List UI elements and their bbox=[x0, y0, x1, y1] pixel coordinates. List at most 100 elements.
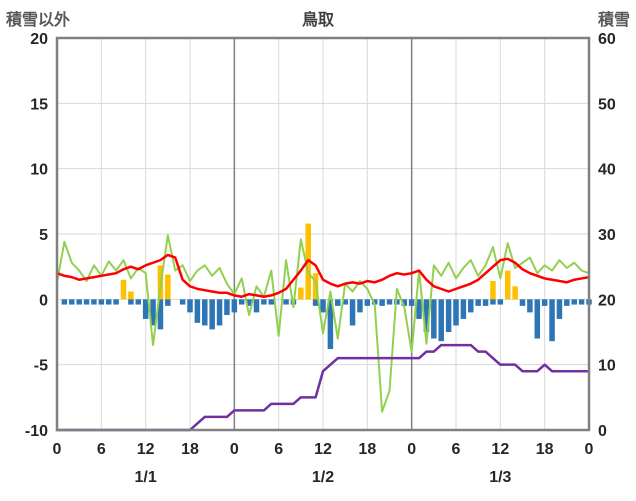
blue-bar-series-bar bbox=[379, 299, 385, 306]
hour-tick-label: 12 bbox=[314, 441, 332, 458]
left-axis-tick-label: 5 bbox=[39, 227, 48, 244]
blue-bar-series-bar bbox=[179, 299, 186, 305]
blue-bar-series-bar bbox=[268, 299, 275, 305]
blue-bar-series-bar bbox=[69, 299, 75, 305]
blue-bar-series-bar bbox=[312, 299, 319, 306]
left-axis-tick-label: 15 bbox=[30, 96, 48, 113]
blue-bar-series-bar bbox=[76, 299, 82, 305]
left-axis-tick-label: 10 bbox=[30, 162, 48, 179]
hour-tick-label: 12 bbox=[137, 441, 155, 458]
blue-bar-series-bar bbox=[453, 299, 459, 326]
gold-bar-series-bar bbox=[128, 291, 134, 300]
blue-bar-series-bar bbox=[91, 299, 97, 305]
blue-bar-series-bar bbox=[490, 299, 496, 305]
green-line-series bbox=[56, 234, 590, 413]
left-axis-tick-label: -5 bbox=[34, 358, 48, 375]
hour-tick-label: 18 bbox=[536, 441, 554, 458]
blue-bar-series-bar bbox=[534, 299, 541, 339]
blue-bar-series-bar bbox=[386, 299, 393, 305]
blue-bar-series-bar bbox=[342, 299, 348, 305]
day-label: 1/3 bbox=[489, 469, 511, 486]
blue-bar-series-bar bbox=[335, 299, 341, 306]
blue-bar-series-bar bbox=[105, 299, 112, 305]
gold-bar-series-bar bbox=[512, 286, 518, 300]
blue-bar-series-bar bbox=[216, 299, 223, 326]
hour-tick-label: 18 bbox=[181, 441, 199, 458]
blue-bar-series-bar bbox=[482, 299, 489, 306]
blue-bar-series-bar bbox=[135, 299, 142, 305]
blue-bar-series-bar bbox=[357, 299, 363, 313]
right-axis-tick-label: 20 bbox=[598, 292, 616, 309]
blue-bar-series-bar bbox=[157, 299, 164, 330]
blue-bar-series-bar bbox=[253, 299, 260, 313]
blue-bar-series-bar bbox=[142, 299, 149, 319]
blue-bar-series-bar bbox=[371, 299, 378, 305]
right-axis-tick-label: 60 bbox=[598, 31, 616, 48]
hour-tick-label: 0 bbox=[407, 441, 416, 458]
right-axis-tick-label: 50 bbox=[598, 96, 616, 113]
blue-bar-series-bar bbox=[475, 299, 481, 306]
hour-tick-label: 0 bbox=[53, 441, 62, 458]
hour-tick-label: 0 bbox=[230, 441, 239, 458]
right-axis-title: 積雪 bbox=[597, 12, 630, 29]
blue-bar-series-bar bbox=[209, 299, 215, 330]
gold-bar-series-bar bbox=[120, 279, 127, 300]
blue-bar-series-bar bbox=[519, 299, 526, 306]
left-axis-tick-label: 0 bbox=[39, 292, 48, 309]
blue-bar-series-bar bbox=[187, 299, 193, 313]
blue-bar-series-bar bbox=[261, 299, 267, 305]
blue-bar-series-bar bbox=[349, 299, 356, 326]
blue-bar-series-bar bbox=[283, 299, 289, 305]
blue-bar-series-bar bbox=[578, 299, 585, 305]
hour-tick-label: 0 bbox=[585, 441, 594, 458]
chart-title: 鳥取 bbox=[301, 12, 334, 29]
blue-bar-series-bar bbox=[231, 299, 238, 313]
gold-bar-series-bar bbox=[490, 281, 496, 300]
blue-bar-series-bar bbox=[327, 299, 334, 349]
blue-bar-series-bar bbox=[61, 299, 68, 305]
blue-bar-series-bar bbox=[150, 299, 156, 326]
blue-bar-series-bar bbox=[468, 299, 474, 313]
left-axis-tick-label: 20 bbox=[30, 31, 48, 48]
day-label: 1/2 bbox=[312, 469, 334, 486]
plot-border bbox=[55, 36, 591, 432]
hour-tick-label: 6 bbox=[452, 441, 461, 458]
hour-tick-label: 12 bbox=[491, 441, 509, 458]
blue-bar-series-bar bbox=[238, 299, 245, 305]
blue-bar-series-bar bbox=[431, 299, 437, 339]
blue-bar-series-bar bbox=[438, 299, 444, 342]
day-label: 1/1 bbox=[135, 469, 157, 486]
right-axis-tick-label: 10 bbox=[598, 358, 616, 375]
blue-bar-series-bar bbox=[98, 299, 105, 305]
blue-bar-series-bar bbox=[401, 299, 408, 306]
gold-bar-series-bar bbox=[298, 287, 304, 300]
left-axis-tick-label: -10 bbox=[25, 423, 48, 440]
gold-bar-series-bar bbox=[504, 270, 511, 300]
blue-bar-series-bar bbox=[549, 299, 555, 342]
blue-bar-series-bar bbox=[416, 299, 422, 319]
blue-bar-series-bar bbox=[83, 299, 90, 305]
blue-bar-series-bar bbox=[364, 299, 371, 306]
blue-bar-series-bar bbox=[246, 299, 252, 306]
blue-bar-series-bar bbox=[408, 299, 415, 306]
blue-bar-series-bar bbox=[527, 299, 533, 313]
blue-bar-series-bar bbox=[320, 299, 326, 313]
gold-bar-series-bar bbox=[165, 274, 171, 300]
blue-bar-series-bar bbox=[556, 299, 563, 319]
blue-bar-series-bar bbox=[113, 299, 119, 305]
right-axis-tick-label: 0 bbox=[598, 423, 607, 440]
hour-tick-label: 6 bbox=[97, 441, 106, 458]
blue-bar-series-bar bbox=[423, 299, 430, 332]
hour-tick-label: 18 bbox=[358, 441, 376, 458]
blue-bar-series-bar bbox=[194, 299, 201, 323]
blue-bar-series-bar bbox=[202, 299, 208, 326]
right-axis-tick-label: 40 bbox=[598, 162, 616, 179]
blue-bar-series-bar bbox=[165, 299, 171, 306]
red-line-series bbox=[55, 253, 591, 298]
blue-bar-series-bar bbox=[564, 299, 570, 306]
right-axis-tick-label: 30 bbox=[598, 227, 616, 244]
blue-bar-series-bar bbox=[128, 299, 134, 305]
blue-bar-series-bar bbox=[224, 299, 230, 316]
